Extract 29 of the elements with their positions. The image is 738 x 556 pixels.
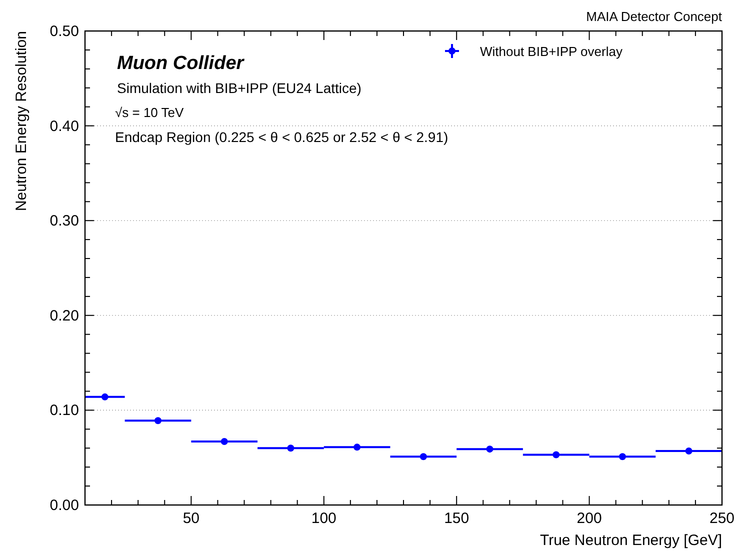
point [486,446,494,453]
point [420,453,427,460]
y-tick-label: 0.40 [50,118,79,135]
point [618,453,626,460]
y-tick-label: 0.10 [50,402,79,420]
annotation: Simulation with BIB+IPP (EU24 Lattice) [117,80,362,96]
point [287,444,294,452]
y-axis-title: Neutron Energy Resolution [13,31,30,212]
x-tick-label: 50 [182,510,200,527]
point [552,451,560,458]
y-tick-label: 0.50 [50,23,79,40]
point [154,417,162,424]
point [101,393,108,400]
annotation: √s = 10 TeV [115,105,184,120]
legend-label: Without BIB+IPP overlay [480,44,623,59]
y-tick-label: 0.20 [50,307,79,324]
x-tick-label: 150 [444,510,470,527]
point [685,447,692,454]
point [354,444,361,451]
y-tick-label: 0.30 [50,212,79,230]
x-tick-label: 100 [311,510,336,527]
point [220,438,228,445]
x-axis-title: True Neutron Energy [GeV] [540,532,722,549]
x-tick-label: 250 [709,510,735,527]
annotation: Endcap Region (0.225 < θ < 0.625 or 2.52 < θ < 2.91) [115,129,448,145]
annotation: Muon Collider [117,53,246,74]
text: MAIA Detector Concept [586,9,722,24]
y-tick-label: 0.00 [50,497,79,514]
x-tick-label: 200 [576,510,602,527]
